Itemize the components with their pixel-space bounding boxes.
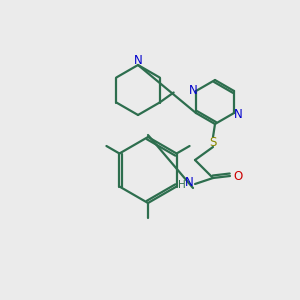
Text: N: N xyxy=(189,83,197,97)
Text: S: S xyxy=(209,136,217,148)
Text: O: O xyxy=(233,169,243,182)
Text: N: N xyxy=(134,53,142,67)
Text: H: H xyxy=(178,180,186,190)
Text: N: N xyxy=(234,107,242,121)
Text: N: N xyxy=(184,176,194,190)
